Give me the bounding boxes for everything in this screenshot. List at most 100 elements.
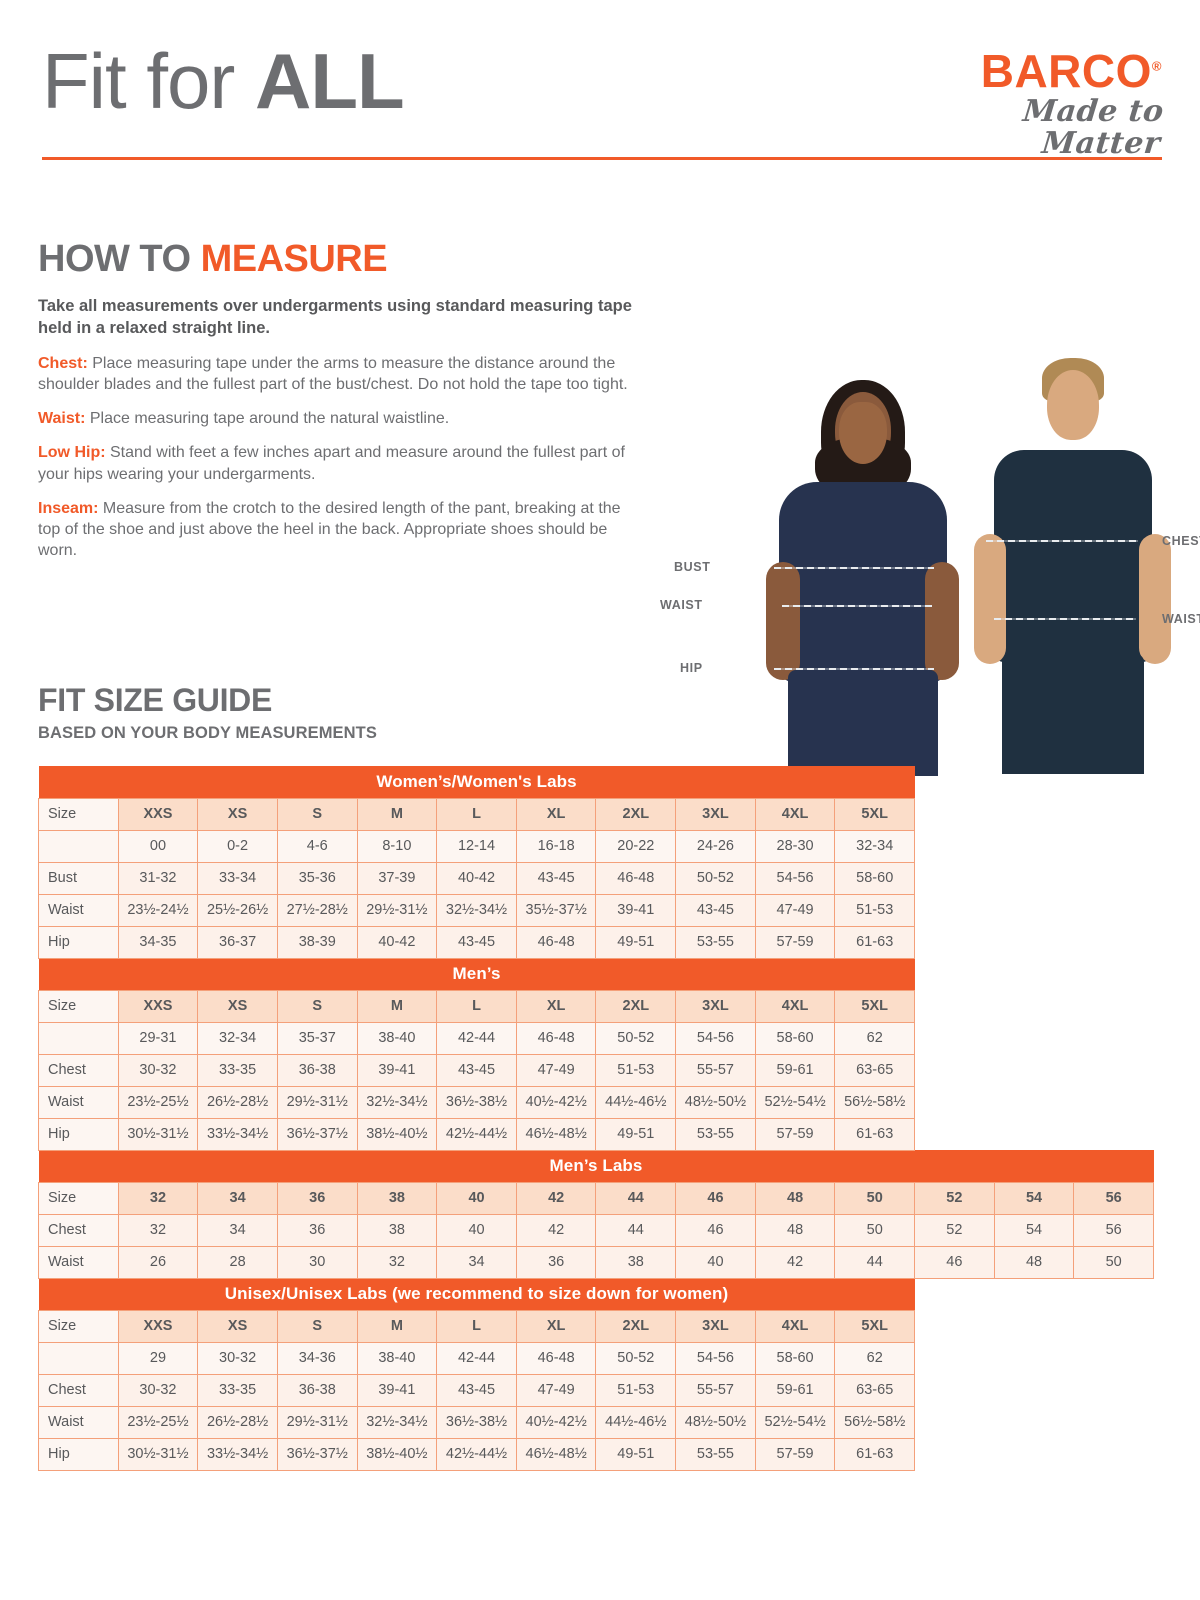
table-row: Hip 30½-31½ 33½-34½ 36½-37½ 38½-40½ 42½-44½ 46… <box>38 1117 1154 1151</box>
cell-waist-6: 44½-46½ <box>595 1085 677 1119</box>
cell-hip-5: 46-48 <box>515 925 597 959</box>
cell-waist-6: 38 <box>595 1245 677 1279</box>
measure-item-inseam-text: Measure from the crotch to the desired l… <box>38 499 621 560</box>
numeric-cell-0: 29 <box>117 1341 199 1375</box>
numeric-cell-7: 54-56 <box>675 1341 756 1375</box>
cell-waist-4: 32½-34½ <box>436 893 517 927</box>
cell-chest-2: 36-38 <box>276 1053 358 1087</box>
male-left-arm <box>974 534 1006 664</box>
table-band-label: Men’s <box>38 958 915 990</box>
cell-waist-12: 50 <box>1073 1245 1154 1279</box>
size-header-2XL: 2XL <box>595 989 677 1023</box>
size-header-XXS: XXS <box>117 797 199 831</box>
page-title-light: Fit for <box>42 37 256 125</box>
size-header-36: 36 <box>276 1181 358 1215</box>
cell-waist-7: 43-45 <box>675 893 756 927</box>
cell-waist-0: 23½-25½ <box>117 1085 199 1119</box>
numeric-cell-4: 42-44 <box>436 1021 517 1055</box>
row-label-hip: Hip <box>38 1437 119 1471</box>
cell-waist-8: 52½-54½ <box>754 1405 836 1439</box>
cell-hip-9: 61-63 <box>834 1117 916 1151</box>
size-header-M: M <box>356 1309 438 1343</box>
row-label-waist: Waist <box>38 1245 119 1279</box>
cell-hip-6: 49-51 <box>595 925 677 959</box>
female-model-photo: BUST WAIST HIP <box>660 372 965 776</box>
measure-item-chest-text: Place measuring tape under the arms to m… <box>38 354 628 393</box>
size-header-44: 44 <box>595 1181 677 1215</box>
cell-chest-9: 63-65 <box>834 1053 916 1087</box>
size-row-label: Size <box>38 797 119 831</box>
numeric-cell-2: 34-36 <box>276 1341 358 1375</box>
cell-hip-1: 33½-34½ <box>197 1437 278 1471</box>
cell-chest-11: 54 <box>993 1213 1075 1247</box>
cell-waist-1: 28 <box>197 1245 278 1279</box>
cell-chest-0: 30-32 <box>117 1373 199 1407</box>
size-header-4XL: 4XL <box>754 797 836 831</box>
cell-chest-0: 32 <box>117 1213 199 1247</box>
cell-waist-0: 23½-24½ <box>117 893 199 927</box>
cell-chest-6: 51-53 <box>595 1373 677 1407</box>
cell-waist-10: 46 <box>914 1245 995 1279</box>
cell-chest-9: 63-65 <box>834 1373 916 1407</box>
numeric-cell-9: 62 <box>834 1341 916 1375</box>
cell-chest-7: 55-57 <box>675 1053 756 1087</box>
measure-item-low-hip-text: Stand with feet a few inches apart and m… <box>38 444 625 483</box>
size-header-XL: XL <box>515 1309 597 1343</box>
numeric-cell-9: 32-34 <box>834 829 916 863</box>
size-header-3XL: 3XL <box>675 1309 756 1343</box>
table-band-label: Women’s/Women's Labs <box>38 766 915 798</box>
cell-chest-8: 59-61 <box>754 1053 836 1087</box>
cell-chest-3: 39-41 <box>356 1373 438 1407</box>
cell-waist-6: 44½-46½ <box>595 1405 677 1439</box>
size-row-label: Size <box>38 989 119 1023</box>
cell-hip-4: 42½-44½ <box>436 1437 517 1471</box>
cell-chest-3: 38 <box>356 1213 438 1247</box>
cell-hip-1: 33½-34½ <box>197 1117 278 1151</box>
cell-hip-3: 38½-40½ <box>356 1437 438 1471</box>
cell-waist-3: 32 <box>356 1245 438 1279</box>
row-label-chest: Chest <box>38 1213 119 1247</box>
size-header-3XL: 3XL <box>675 797 756 831</box>
brand-wordmark: BARCO® <box>981 48 1162 94</box>
table-band-label: Men’s Labs <box>38 1150 1154 1182</box>
measure-item-chest: Chest: Place measuring tape under the ar… <box>38 353 638 396</box>
size-header-3XL: 3XL <box>675 989 756 1023</box>
numeric-cell-0: 29-31 <box>117 1021 199 1055</box>
female-waist-label: WAIST <box>660 598 703 612</box>
chest-measure-line <box>986 540 1138 542</box>
female-scrub-top <box>778 482 947 682</box>
cell-hip-4: 43-45 <box>436 925 517 959</box>
cell-chest-2: 36-38 <box>276 1373 358 1407</box>
table-row: Waist 23½-25½ 26½-28½ 29½-31½ 32½-34½ 36½-38½… <box>38 1405 1154 1439</box>
cell-waist-3: 32½-34½ <box>356 1405 438 1439</box>
size-header-46: 46 <box>675 1181 756 1215</box>
size-header-32: 32 <box>117 1181 199 1215</box>
size-header-XS: XS <box>197 989 278 1023</box>
how-to-measure-heading: HOW TO MEASURE <box>38 238 638 281</box>
waist-measure-line <box>782 605 932 607</box>
cell-waist-7: 40 <box>675 1245 756 1279</box>
table-band-2: Men’s Labs <box>38 1150 1154 1182</box>
header-divider <box>42 157 1162 160</box>
cell-waist-8: 42 <box>754 1245 836 1279</box>
size-header-M: M <box>356 989 438 1023</box>
numeric-row-label <box>38 829 119 863</box>
measure-item-inseam: Inseam: Measure from the crotch to the d… <box>38 498 638 562</box>
cell-hip-9: 61-63 <box>834 1437 916 1471</box>
cell-hip-6: 49-51 <box>595 1437 677 1471</box>
cell-waist-4: 34 <box>436 1245 517 1279</box>
cell-chest-1: 33-35 <box>197 1373 278 1407</box>
numeric-cell-4: 42-44 <box>436 1341 517 1375</box>
cell-chest-7: 55-57 <box>675 1373 756 1407</box>
cell-chest-6: 44 <box>595 1213 677 1247</box>
size-header-42: 42 <box>515 1181 597 1215</box>
hip-measure-line <box>774 668 934 670</box>
registered-trademark-icon: ® <box>1151 58 1162 74</box>
size-header-5XL: 5XL <box>834 1309 916 1343</box>
size-row-label: Size <box>38 1309 119 1343</box>
measure-item-low-hip: Low Hip: Stand with feet a few inches ap… <box>38 442 638 485</box>
numeric-cell-2: 35-37 <box>276 1021 358 1055</box>
cell-bust-1: 33-34 <box>197 861 278 895</box>
numeric-row-label <box>38 1021 119 1055</box>
